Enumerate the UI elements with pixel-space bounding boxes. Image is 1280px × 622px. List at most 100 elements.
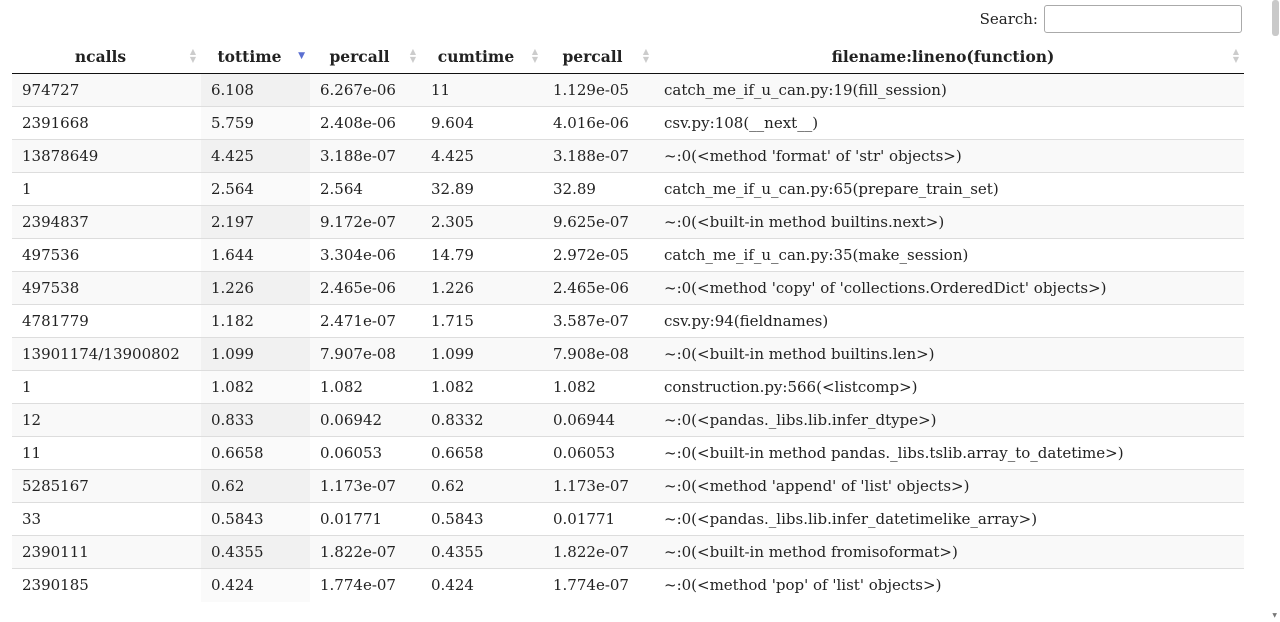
cumtime-cell: 1.082: [421, 370, 543, 404]
cumtime-cell: 9.604: [421, 106, 543, 140]
column-header-ncalls[interactable]: ncalls ▲ ▼: [12, 39, 201, 74]
percall-cumulative-cell: 32.89: [543, 172, 654, 206]
cumtime-cell: 4.425: [421, 139, 543, 173]
percall-cell: 2.408e-06: [310, 106, 421, 140]
ncalls-cell: 11: [12, 436, 201, 470]
header-row: ncalls ▲ ▼ tottime ▼ percall ▲ ▼ cumtime ▲…: [12, 39, 1244, 74]
cumtime-cell: 1.226: [421, 271, 543, 305]
cumtime-cell: 0.6658: [421, 436, 543, 470]
ncalls-cell: 2390185: [12, 568, 201, 602]
percall-cumulative-cell: 3.188e-07: [543, 139, 654, 173]
percall-cumulative-cell: 0.06053: [543, 436, 654, 470]
ncalls-cell: 13901174/13900802: [12, 337, 201, 371]
tottime-cell: 1.082: [201, 370, 310, 404]
filename-cell: ~:0(<built-in method builtins.len>): [654, 337, 1244, 371]
search-label: Search:: [979, 10, 1038, 28]
table-header: ncalls ▲ ▼ tottime ▼ percall ▲ ▼ cumtime ▲…: [12, 39, 1244, 74]
scroll-down-arrow-icon[interactable]: ▼: [1272, 612, 1277, 619]
percall-cell: 3.188e-07: [310, 139, 421, 173]
tottime-cell: 0.4355: [201, 535, 310, 569]
percall-cell: 1.173e-07: [310, 469, 421, 503]
filename-cell: construction.py:566(<listcomp>): [654, 370, 1244, 404]
tottime-cell: 2.197: [201, 205, 310, 239]
cumtime-cell: 2.305: [421, 205, 543, 239]
ncalls-cell: 5285167: [12, 469, 201, 503]
column-header-label: percall: [562, 46, 623, 66]
cumtime-cell: 0.4355: [421, 535, 543, 569]
ncalls-cell: 2394837: [12, 205, 201, 239]
sort-both-icon: ▲ ▼: [189, 46, 196, 64]
filename-cell: catch_me_if_u_can.py:19(fill_session): [654, 73, 1244, 107]
tottime-cell: 0.833: [201, 403, 310, 437]
profile-stats-table: ncalls ▲ ▼ tottime ▼ percall ▲ ▼ cumtime ▲…: [12, 39, 1244, 602]
filename-cell: ~:0(<pandas._libs.lib.infer_datetimelike…: [654, 502, 1244, 536]
column-header-percall[interactable]: percall ▲ ▼: [310, 39, 421, 74]
column-header-percall-cumulative[interactable]: percall ▲ ▼: [543, 39, 654, 74]
ncalls-cell: 12: [12, 403, 201, 437]
sort-both-icon: ▲ ▼: [531, 46, 538, 64]
table-row: 33 0.5843 0.01771 0.5843 0.01771 ~:0(<pandas.…: [12, 502, 1244, 536]
table-row: 2390111 0.4355 1.822e-07 0.4355 1.822e-07 ~:0…: [12, 535, 1244, 569]
percall-cell: 1.082: [310, 370, 421, 404]
filename-cell: ~:0(<method 'format' of 'str' objects>): [654, 139, 1244, 173]
sort-both-icon: ▲ ▼: [409, 46, 416, 64]
search-input[interactable]: [1044, 5, 1242, 33]
filename-cell: ~:0(<pandas._libs.lib.infer_dtype>): [654, 403, 1244, 437]
scrollbar-thumb[interactable]: [1272, 0, 1279, 36]
sort-both-icon: ▲ ▼: [1232, 46, 1239, 64]
column-header-label: cumtime: [437, 46, 515, 66]
table-row: 12 0.833 0.06942 0.8332 0.06944 ~:0(<pandas._…: [12, 403, 1244, 437]
column-header-cumtime[interactable]: cumtime ▲ ▼: [421, 39, 543, 74]
column-header-label: tottime: [217, 46, 282, 66]
cumtime-cell: 14.79: [421, 238, 543, 272]
tottime-cell: 6.108: [201, 73, 310, 107]
filename-cell: catch_me_if_u_can.py:35(make_session): [654, 238, 1244, 272]
table-row: 4781779 1.182 2.471e-07 1.715 3.587e-07 csv.p…: [12, 304, 1244, 338]
ncalls-cell: 497538: [12, 271, 201, 305]
percall-cumulative-cell: 1.173e-07: [543, 469, 654, 503]
filename-cell: ~:0(<method 'copy' of 'collections.Order…: [654, 271, 1244, 305]
search-bar: Search:: [980, 5, 1242, 33]
percall-cell: 1.774e-07: [310, 568, 421, 602]
percall-cell: 2.564: [310, 172, 421, 206]
filename-cell: ~:0(<method 'pop' of 'list' objects>): [654, 568, 1244, 602]
table-row: 2391668 5.759 2.408e-06 9.604 4.016e-06 csv.p…: [12, 106, 1244, 140]
percall-cumulative-cell: 1.129e-05: [543, 73, 654, 107]
percall-cell: 6.267e-06: [310, 73, 421, 107]
tottime-cell: 1.226: [201, 271, 310, 305]
column-header-label: percall: [329, 46, 390, 66]
table-row: 13878649 4.425 3.188e-07 4.425 3.188e-07 ~:0(…: [12, 139, 1244, 173]
ncalls-cell: 33: [12, 502, 201, 536]
percall-cell: 2.465e-06: [310, 271, 421, 305]
ncalls-cell: 4781779: [12, 304, 201, 338]
filename-cell: ~:0(<built-in method builtins.next>): [654, 205, 1244, 239]
cumtime-cell: 32.89: [421, 172, 543, 206]
table-row: 1 2.564 2.564 32.89 32.89 catch_me_if_u_can.p…: [12, 172, 1244, 206]
column-header-filename[interactable]: filename:lineno(function) ▲ ▼: [654, 39, 1244, 74]
percall-cumulative-cell: 2.972e-05: [543, 238, 654, 272]
column-header-tottime[interactable]: tottime ▼: [201, 39, 310, 74]
percall-cell: 9.172e-07: [310, 205, 421, 239]
tottime-cell: 1.644: [201, 238, 310, 272]
percall-cumulative-cell: 1.082: [543, 370, 654, 404]
ncalls-cell: 2391668: [12, 106, 201, 140]
tottime-cell: 4.425: [201, 139, 310, 173]
column-header-label: ncalls: [74, 46, 127, 66]
ncalls-cell: 2390111: [12, 535, 201, 569]
table-row: 974727 6.108 6.267e-06 11 1.129e-05 catch_me_…: [12, 73, 1244, 107]
percall-cumulative-cell: 0.01771: [543, 502, 654, 536]
tottime-cell: 0.5843: [201, 502, 310, 536]
percall-cumulative-cell: 4.016e-06: [543, 106, 654, 140]
ncalls-cell: 497536: [12, 238, 201, 272]
ncalls-cell: 974727: [12, 73, 201, 107]
cumtime-cell: 0.8332: [421, 403, 543, 437]
percall-cumulative-cell: 3.587e-07: [543, 304, 654, 338]
vertical-scrollbar[interactable]: ▼: [1270, 0, 1280, 622]
cumtime-cell: 1.715: [421, 304, 543, 338]
cumtime-cell: 0.62: [421, 469, 543, 503]
column-header-label: filename:lineno(function): [831, 46, 1055, 66]
tottime-cell: 0.424: [201, 568, 310, 602]
sort-descending-icon: ▼: [298, 51, 305, 61]
filename-cell: csv.py:108(__next__): [654, 106, 1244, 140]
cumtime-cell: 0.424: [421, 568, 543, 602]
